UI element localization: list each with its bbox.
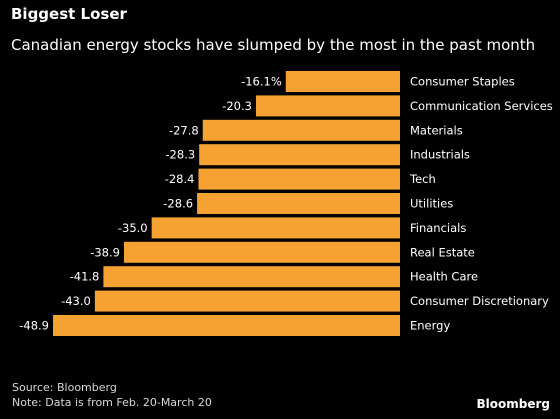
category-label: Consumer Staples: [410, 75, 515, 89]
category-label: Industrials: [410, 148, 470, 162]
bar-communication-services: [255, 95, 400, 117]
value-label: -38.9: [90, 245, 120, 259]
value-label: -28.6: [163, 197, 193, 211]
value-label: -28.3: [165, 148, 195, 162]
chart-subtitle: Canadian energy stocks have slumped by t…: [11, 36, 536, 54]
bar-consumer-discretionary: [94, 290, 401, 312]
category-label: Health Care: [410, 270, 478, 284]
category-label: Communication Services: [410, 99, 553, 113]
value-label: -48.9: [19, 319, 49, 333]
value-label: -28.4: [165, 172, 195, 186]
bar-energy: [53, 315, 400, 336]
data-note: Note: Data is from Feb. 20-March 20: [12, 396, 212, 409]
bar-materials: [202, 119, 400, 141]
bar-financials: [151, 217, 400, 239]
category-label: Energy: [410, 319, 450, 333]
bar-health-care: [103, 266, 400, 288]
category-label: Real Estate: [410, 245, 475, 259]
category-label: Utilities: [410, 197, 453, 211]
bar-real-estate: [123, 241, 400, 263]
chart-title: Biggest Loser: [11, 5, 127, 23]
bar-utilities: [197, 193, 400, 214]
value-label: -43.0: [61, 294, 91, 308]
bar-tech: [198, 168, 400, 190]
category-label: Tech: [409, 172, 436, 186]
value-label: -27.8: [169, 123, 199, 137]
bar-industrials: [199, 144, 400, 166]
category-label: Consumer Discretionary: [410, 294, 549, 308]
category-label: Materials: [410, 123, 463, 137]
bloomberg-logo: Bloomberg: [476, 397, 551, 411]
category-label: Financials: [410, 221, 466, 235]
bar-consumer-staples: [285, 71, 400, 92]
source-note: Source: Bloomberg: [12, 381, 117, 394]
value-label: -41.8: [70, 270, 100, 284]
value-label: -20.3: [222, 99, 252, 113]
value-label: -16.1%: [241, 75, 282, 89]
value-label: -35.0: [118, 221, 148, 235]
